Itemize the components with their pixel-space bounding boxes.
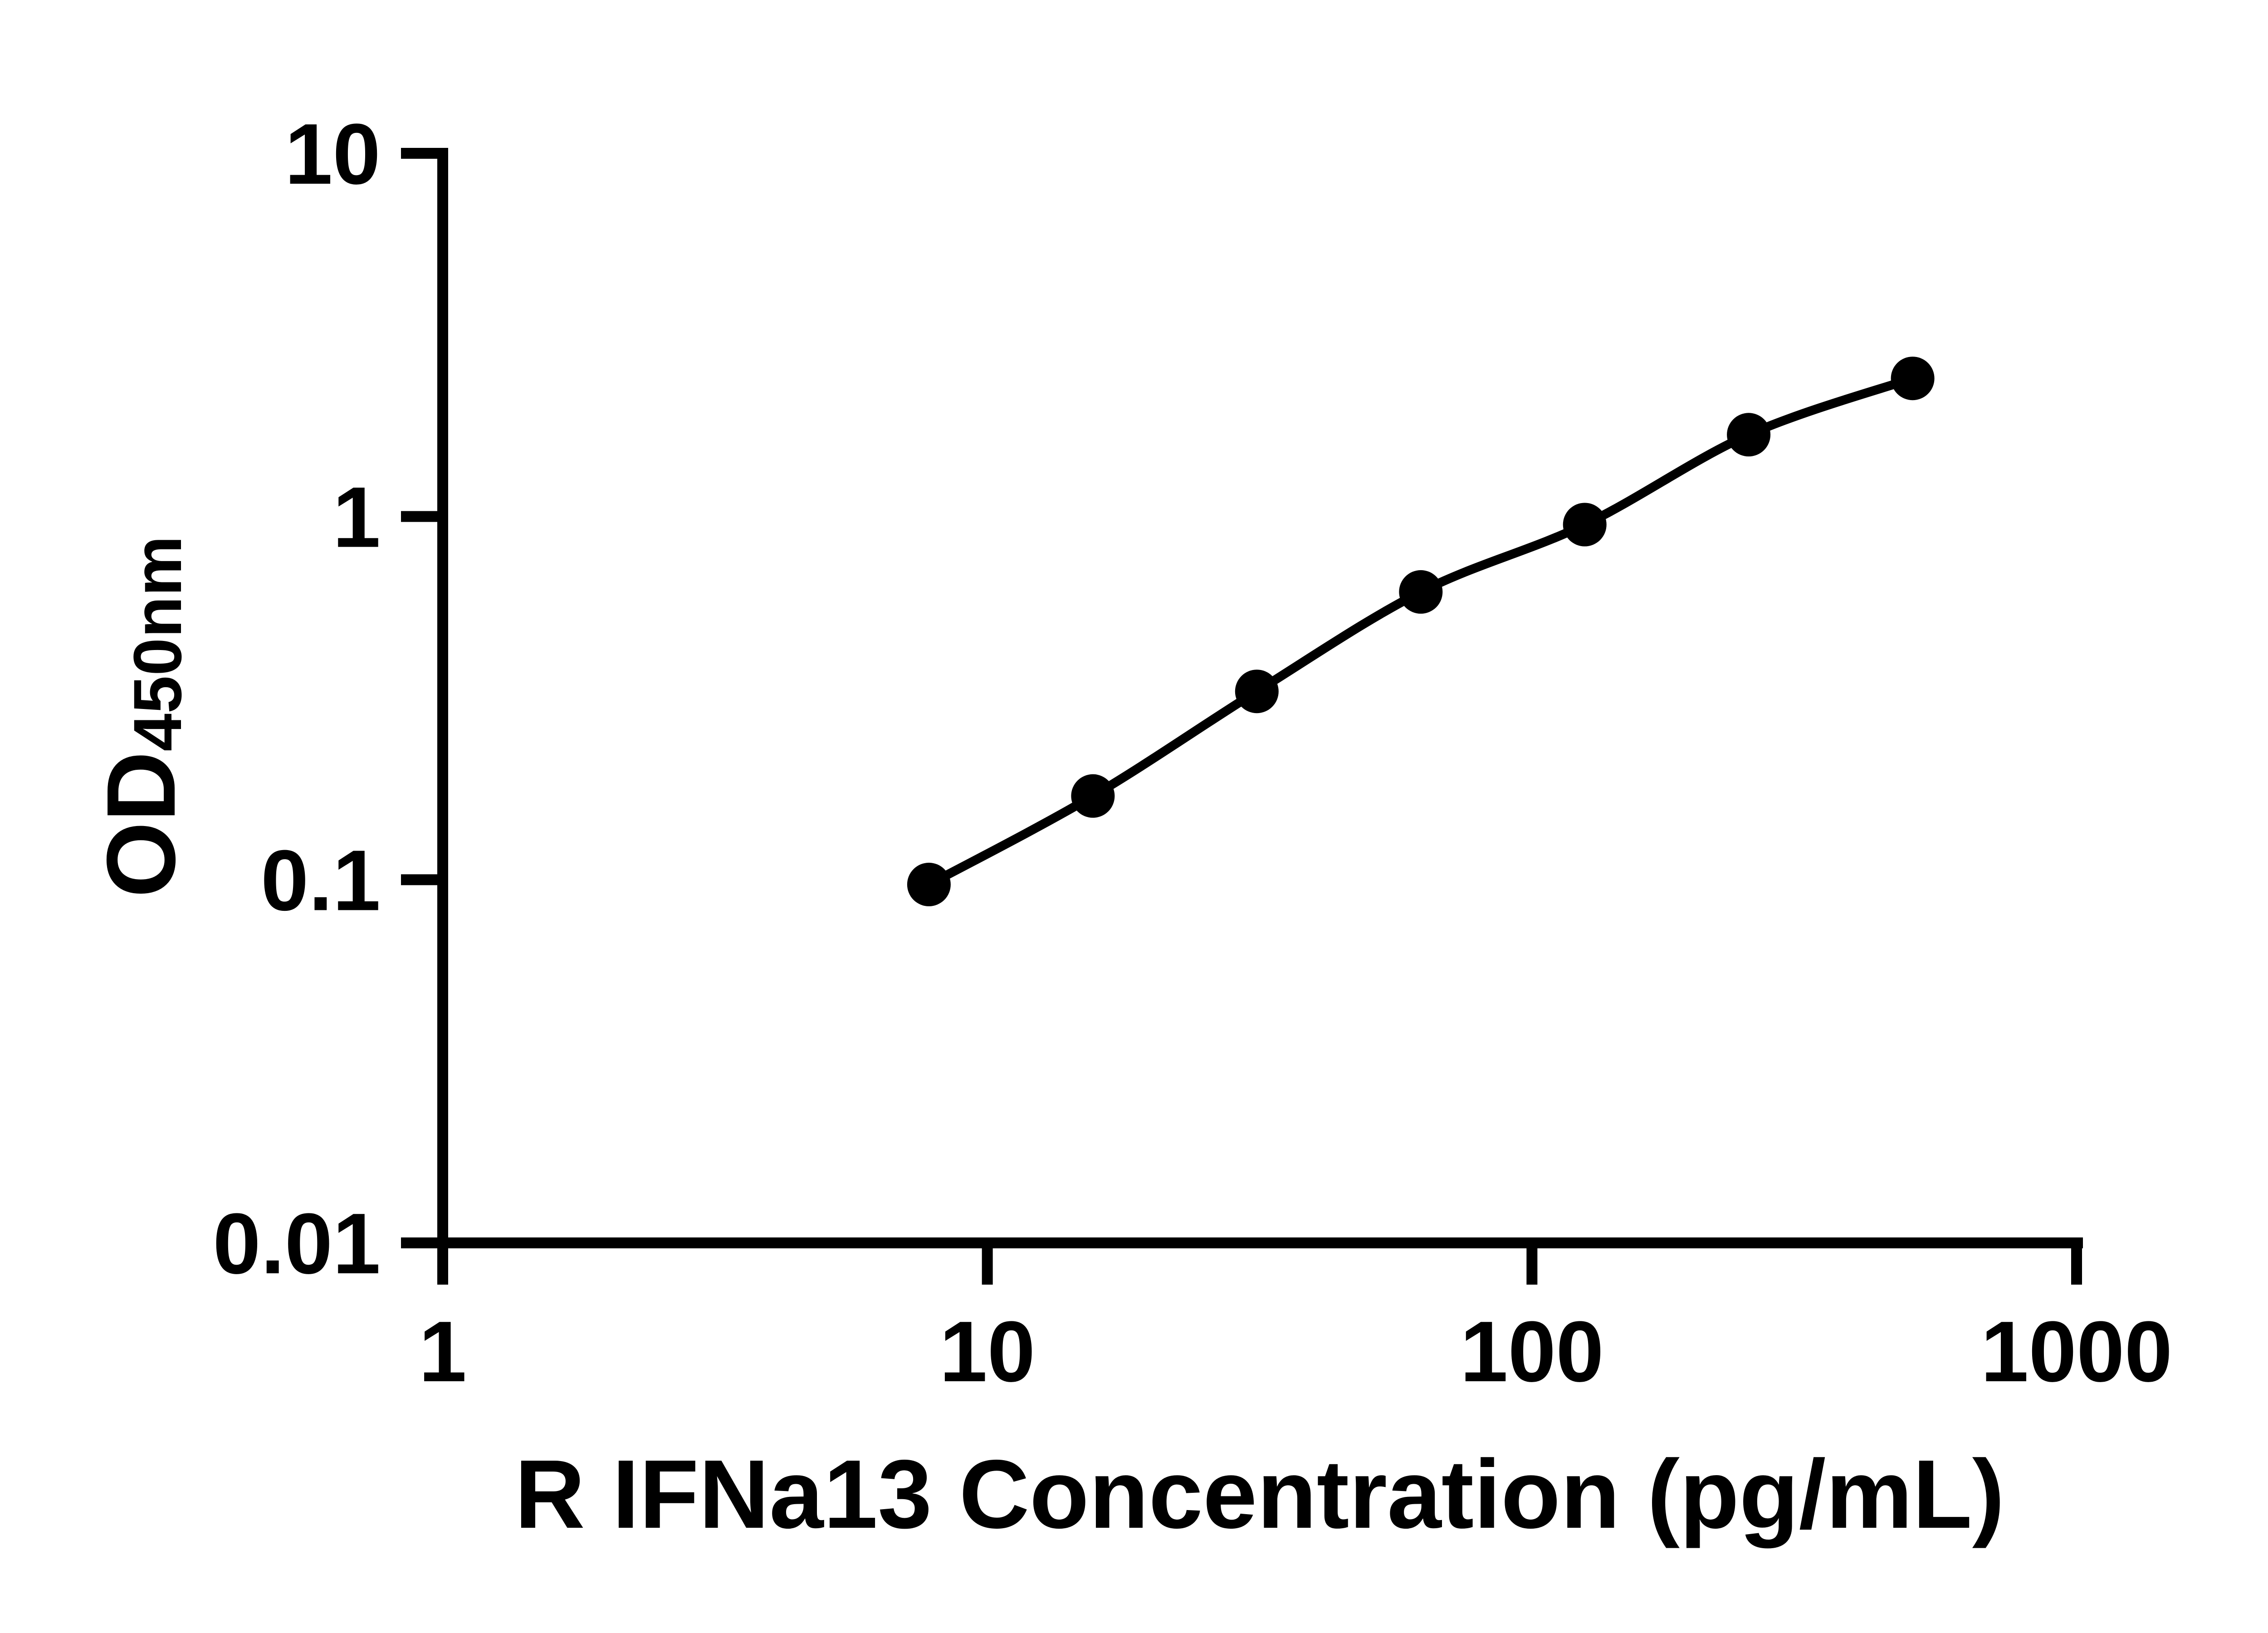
x-axis-tick-label: 1000 bbox=[1981, 1304, 2173, 1400]
data-point bbox=[1563, 503, 1607, 547]
data-point bbox=[1891, 357, 1935, 401]
y-axis-tick-label: 0.01 bbox=[213, 1196, 381, 1292]
y-axis-title-subscript: 450nm bbox=[119, 536, 196, 751]
y-axis-title: OD450nm bbox=[86, 536, 196, 898]
y-axis-tick-label: 0.1 bbox=[261, 832, 381, 929]
x-axis-tick-label: 1 bbox=[419, 1304, 467, 1400]
y-axis-tick-label: 10 bbox=[285, 106, 381, 202]
x-axis-tick-label: 100 bbox=[1460, 1304, 1604, 1400]
x-axis-title: R IFNa13 Concentration (pg/mL) bbox=[515, 1439, 2005, 1549]
data-point bbox=[1399, 570, 1443, 614]
data-point bbox=[1727, 413, 1771, 457]
y-axis-title-main: OD bbox=[86, 751, 196, 898]
axes: 1 10 100 1000 10 1 0.1 0.01 bbox=[213, 106, 2172, 1400]
data-point bbox=[1071, 774, 1115, 818]
x-axis-tick-label: 10 bbox=[939, 1304, 1035, 1400]
data-point bbox=[907, 862, 951, 906]
data-point bbox=[1235, 670, 1279, 714]
data-series bbox=[907, 357, 1935, 906]
y-axis-tick-label: 1 bbox=[332, 469, 381, 566]
